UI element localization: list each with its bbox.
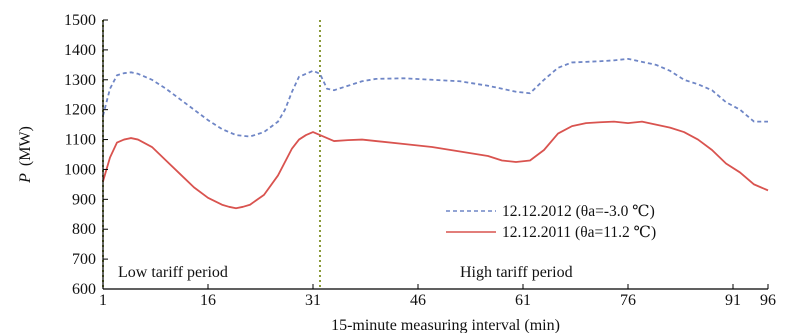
x-tick-label: 91	[725, 292, 741, 309]
axes-layer	[102, 20, 768, 290]
y-tick-label: 600	[72, 281, 96, 298]
labels-layer: 15-minute measuring interval (min) P (MW…	[17, 126, 573, 333]
legend-label-2011: 12.12.2011 (θa=11.2 ℃)	[502, 224, 656, 241]
y-tick-label: 1100	[65, 132, 96, 149]
x-tick-label: 96	[760, 292, 776, 309]
legend: 12.12.2012 (θa=-3.0 ℃) 12.12.2011 (θa=11…	[446, 203, 656, 241]
high-tariff-annotation: High tariff period	[460, 264, 573, 281]
ticks-layer: 600 700 800 900 1000 1100 1200 1300 1400 1500 1 16 3…	[64, 12, 776, 309]
y-tick-label: 1500	[64, 12, 96, 29]
x-tick-label: 31	[305, 292, 321, 309]
y-axis-symbol: P	[17, 173, 34, 184]
y-tick-label: 900	[72, 191, 96, 208]
x-axis-title: 15-minute measuring interval (min)	[331, 317, 560, 333]
x-tick-label: 46	[410, 292, 426, 309]
x-tick-label: 61	[515, 292, 531, 309]
y-tick-label: 1400	[64, 42, 96, 59]
grid-lines	[102, 20, 321, 289]
low-tariff-annotation: Low tariff period	[118, 264, 228, 281]
y-tick-label: 1300	[64, 72, 96, 89]
y-tick-label: 700	[72, 251, 96, 268]
legend-label-2012: 12.12.2012 (θa=-3.0 ℃)	[502, 203, 655, 220]
y-tick-label: 1200	[64, 102, 96, 119]
series-line-2012	[102, 57, 768, 138]
series-layer	[102, 57, 769, 210]
y-axis-unit: (MW)	[17, 126, 34, 166]
y-tick-label: 800	[72, 221, 96, 238]
x-tick-label: 76	[620, 292, 636, 309]
x-tick-label: 1	[99, 292, 107, 309]
x-tick-label: 16	[200, 292, 216, 309]
series-line-2011	[102, 120, 769, 210]
y-axis-title: P (MW)	[17, 126, 34, 184]
y-tick-label: 1000	[64, 161, 96, 178]
